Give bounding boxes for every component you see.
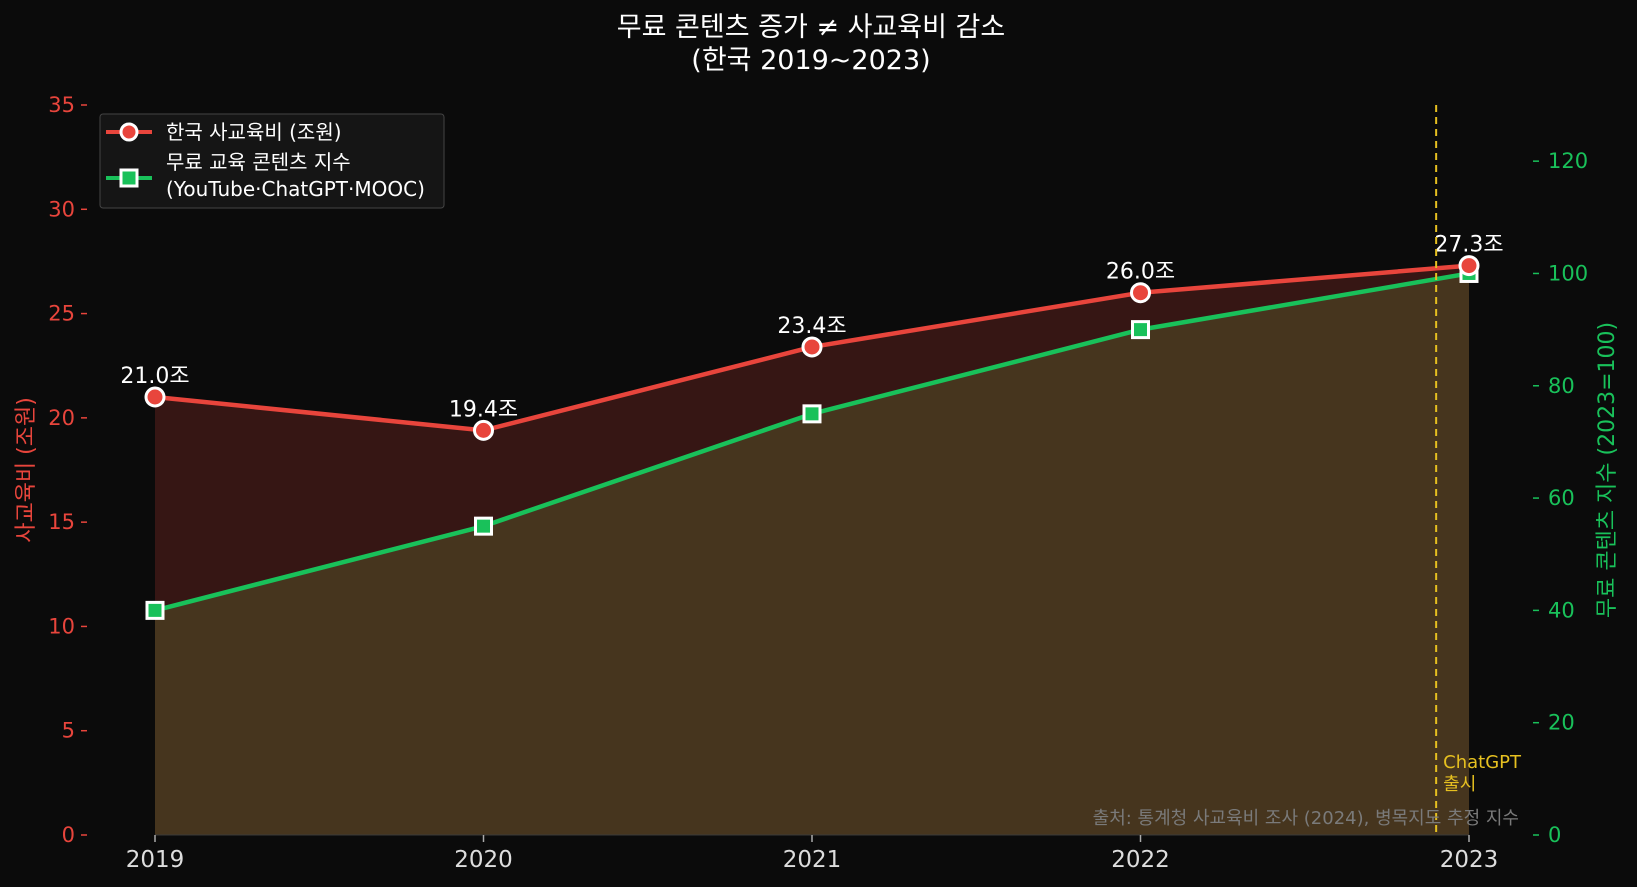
private-education-data-label: 26.0조 (1106, 260, 1175, 285)
source-note: 출처: 통계청 사교육비 조사 (2024), 병목지도 추정 지수 (1093, 808, 1519, 829)
y-right-tick-label: 20 (1548, 711, 1575, 735)
data-labels: 21.0조 19.4조 23.4조 26.0조 27.3조 (120, 233, 1503, 423)
chatgpt-annotation-line2: 출시 (1443, 774, 1476, 795)
chart-title-line1: 무료 콘텐츠 증가 ≠ 사교육비 감소 (617, 12, 1005, 43)
y-axis-left-label: 사교육비 (조원) (14, 397, 39, 543)
axes: 0 5 10 15 20 25 30 35 0 20 40 60 80 100 120 2019 2020 202… (48, 93, 1588, 873)
chart-title-line2: (한국 2019~2023) (691, 45, 930, 76)
chatgpt-annotation-line1: ChatGPT (1443, 752, 1522, 773)
y-left-tick-label: 15 (48, 510, 75, 534)
y-right-tick-label: 100 (1548, 261, 1588, 285)
red-area-fill (155, 265, 1469, 836)
legend-label-private-education: 한국 사교육비 (조원) (166, 120, 342, 144)
y-right-tick-label: 0 (1548, 823, 1561, 847)
y-left-tick-label: 30 (48, 197, 75, 221)
private-education-marker (473, 419, 494, 441)
area-fills (155, 265, 1469, 836)
legend-label-free-content-line2: (YouTube·ChatGPT·MOOC) (166, 177, 425, 201)
free-content-marker (802, 404, 822, 424)
private-education-data-label: 27.3조 (1434, 233, 1503, 258)
x-tick-label: 2019 (126, 847, 185, 873)
free-content-marker (1131, 320, 1150, 340)
x-tick-label: 2020 (454, 847, 513, 873)
private-education-marker (801, 336, 823, 358)
legend-swatch-marker-red (119, 122, 139, 142)
y-left-tick-label: 10 (48, 614, 75, 638)
y-left-tick-label: 5 (62, 719, 75, 743)
private-education-data-label: 23.4조 (777, 314, 846, 339)
y-axis-right-label: 무료 콘텐츠 지수 (2023=100) (1595, 322, 1620, 618)
legend-swatch-marker-green (119, 168, 139, 188)
y-left-tick-label: 20 (48, 406, 75, 430)
x-tick-label: 2022 (1111, 847, 1170, 873)
series-layer (144, 255, 1480, 620)
y-left-tick-label: 35 (48, 93, 75, 117)
legend-label-free-content-line1: 무료 교육 콘텐츠 지수 (166, 150, 351, 174)
y-right-tick-label: 120 (1548, 149, 1588, 173)
y-right-tick-label: 60 (1548, 486, 1575, 510)
legend: 한국 사교육비 (조원) 무료 교육 콘텐츠 지수 (YouTube·ChatG… (99, 113, 445, 209)
private-education-data-label: 19.4조 (449, 397, 518, 422)
free-content-marker (474, 516, 493, 536)
y-right-tick-label: 40 (1548, 598, 1575, 622)
green-area-fill (155, 273, 1469, 835)
x-tick-label: 2021 (783, 847, 842, 873)
y-right-tick-label: 80 (1548, 374, 1575, 398)
private-education-marker (1458, 255, 1480, 277)
private-education-marker (1130, 282, 1151, 304)
private-education-data-label: 21.0조 (120, 364, 189, 389)
y-left-tick-label: 0 (62, 823, 75, 847)
y-left-tick-label: 25 (48, 302, 75, 326)
x-tick-label: 2023 (1440, 847, 1499, 873)
private-education-marker (144, 386, 166, 408)
free-content-marker (145, 600, 165, 620)
legend-box (99, 113, 445, 209)
